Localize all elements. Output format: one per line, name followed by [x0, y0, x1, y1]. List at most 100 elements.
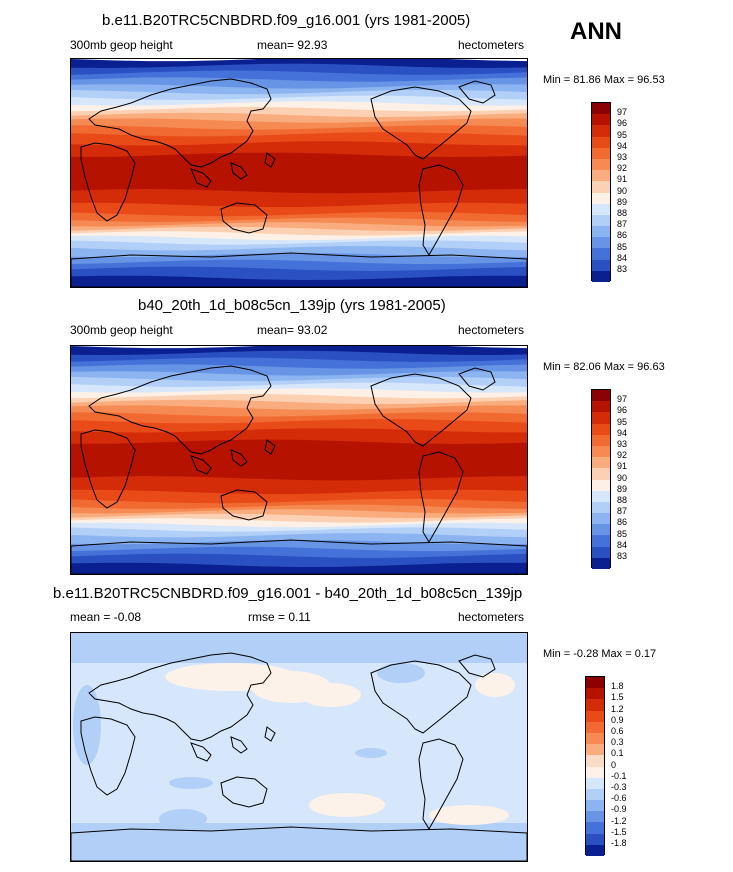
colorbar-swatches: [591, 389, 611, 569]
colorbar-tick-label: 83: [617, 551, 628, 561]
colorbar-swatch: [586, 766, 604, 778]
colorbar-swatch: [592, 490, 610, 502]
colorbar-swatch: [592, 203, 610, 215]
panel-1-map: [70, 58, 528, 288]
colorbar-swatch: [592, 445, 610, 458]
panel-2-minmax: Min = 82.06 Max = 96.63: [543, 361, 665, 373]
colorbar-tick-label: 0.3: [611, 737, 624, 748]
panel-3-map: [70, 632, 528, 862]
colorbar-tick-label: 85: [617, 241, 628, 252]
panel-2-units: hectometers: [458, 323, 525, 337]
colorbar-tick-label: 1.2: [611, 703, 624, 714]
colorbar-tick-label: 92: [617, 450, 628, 461]
colorbar-swatch: [592, 192, 610, 204]
colorbar-tick-label: 97: [617, 394, 628, 405]
colorbar-tick-label: 95: [617, 416, 628, 427]
colorbar-swatch: [586, 710, 604, 722]
colorbar-tick-label: 95: [617, 129, 628, 140]
colorbar-tick-label: 1.8: [611, 681, 624, 692]
colorbar-swatch: [586, 688, 604, 700]
colorbar-swatch: [586, 833, 604, 845]
colorbar-swatches: [591, 102, 611, 282]
colorbar-tick-label: 87: [617, 506, 628, 517]
colorbar-tick-label: 85: [617, 528, 628, 539]
panel-2-title: b40_20th_1d_b08c5cn_139jp (yrs 1981-2005…: [138, 297, 446, 314]
colorbar-tick-label: -0.6: [611, 793, 627, 804]
panel-1-minmax: Min = 81.86 Max = 96.53: [543, 74, 665, 86]
colorbar-tick-label: 0: [611, 759, 617, 770]
colorbar-swatch: [592, 546, 610, 558]
colorbar-swatch: [586, 755, 604, 767]
colorbar-tick-label: 89: [617, 196, 628, 207]
colorbar-tick-label: 93: [617, 152, 628, 162]
panel-1-variable: 300mb geop height: [70, 38, 173, 52]
colorbar-swatch: [592, 259, 610, 271]
colorbar-swatch: [592, 270, 610, 282]
colorbar-swatch: [592, 181, 610, 193]
colorbar-tick-label: 87: [617, 219, 628, 230]
colorbar-swatch: [592, 226, 610, 238]
panel-1-units: hectometers: [458, 38, 525, 52]
colorbar-tick-label: 90: [617, 185, 628, 196]
colorbar-swatch: [592, 147, 610, 159]
colorbar-swatch: [586, 677, 604, 689]
season-label: ANN: [570, 18, 622, 45]
colorbar-tick-label: -1.5: [611, 826, 627, 837]
panel-2-map: [70, 345, 528, 575]
panel-2-mean: mean= 93.02: [257, 323, 328, 337]
panel-3-rmse: rmse = 0.11: [248, 610, 311, 624]
colorbar-swatch: [586, 822, 604, 834]
colorbar-tick-label: 1.5: [611, 692, 624, 703]
colorbar-tick-label: -1.8: [611, 838, 627, 848]
colorbar-swatch: [592, 468, 610, 480]
colorbar-swatch: [592, 125, 610, 137]
colorbar-tick-label: -0.3: [611, 782, 627, 792]
colorbar-tick-label: -0.1: [611, 770, 627, 781]
colorbar-swatch: [586, 699, 604, 711]
colorbar-swatch: [592, 479, 610, 491]
colorbar-swatch: [592, 103, 610, 115]
colorbar-swatch: [586, 788, 604, 801]
colorbar-tick-label: 90: [617, 472, 628, 483]
colorbar-tick-label: 94: [617, 140, 628, 151]
colorbar-swatch: [586, 800, 604, 812]
panel-3-mean: mean = -0.08: [70, 610, 142, 624]
colorbar-tick-label: 97: [617, 107, 628, 118]
colorbar-swatch: [592, 423, 610, 435]
colorbar-swatch: [586, 732, 604, 745]
colorbar-tick-label: 89: [617, 483, 628, 494]
colorbar-tick-label: 0.1: [611, 748, 624, 759]
colorbar-tick-label: 86: [617, 517, 628, 528]
panel-2-field: [71, 346, 527, 574]
panel-3-field: [71, 633, 527, 861]
colorbar-swatch: [592, 535, 610, 547]
colorbar-tick-label: 96: [617, 118, 628, 129]
colorbar-tick-label: 91: [617, 461, 628, 472]
panel-2-variable: 300mb geop height: [70, 323, 173, 337]
panel-1-title: b.e11.B20TRC5CNBDRD.f09_g16.001 (yrs 198…: [102, 12, 471, 29]
colorbar-tick-label: 91: [617, 174, 628, 185]
colorbar-swatch: [592, 114, 610, 126]
colorbar-swatch: [592, 412, 610, 424]
colorbar-swatch: [592, 237, 610, 249]
colorbar-swatch: [592, 401, 610, 413]
colorbar-tick-label: 0.9: [611, 714, 624, 725]
colorbar-swatch: [592, 136, 610, 148]
colorbar-swatch: [592, 248, 610, 260]
colorbar-swatch: [592, 390, 610, 402]
panel-1-field: [71, 59, 527, 287]
colorbar-swatch: [586, 844, 604, 856]
colorbar-tick-label: 84: [617, 539, 628, 550]
panel-3-units: hectometers: [458, 610, 525, 624]
panel-3-title: b.e11.B20TRC5CNBDRD.f09_g16.001 - b40_20…: [53, 585, 523, 602]
colorbar-swatch: [592, 513, 610, 525]
colorbar-tick-label: 93: [617, 439, 628, 449]
colorbar-swatch: [592, 158, 610, 171]
colorbar-tick-label: 0.6: [611, 726, 624, 736]
colorbar-tick-label: 83: [617, 264, 628, 274]
colorbar-swatch: [592, 501, 610, 514]
colorbar-tick-label: 86: [617, 230, 628, 241]
colorbar-tick-label: 88: [617, 208, 628, 218]
colorbar-swatch: [586, 811, 604, 823]
colorbar-tick-label: 96: [617, 405, 628, 416]
